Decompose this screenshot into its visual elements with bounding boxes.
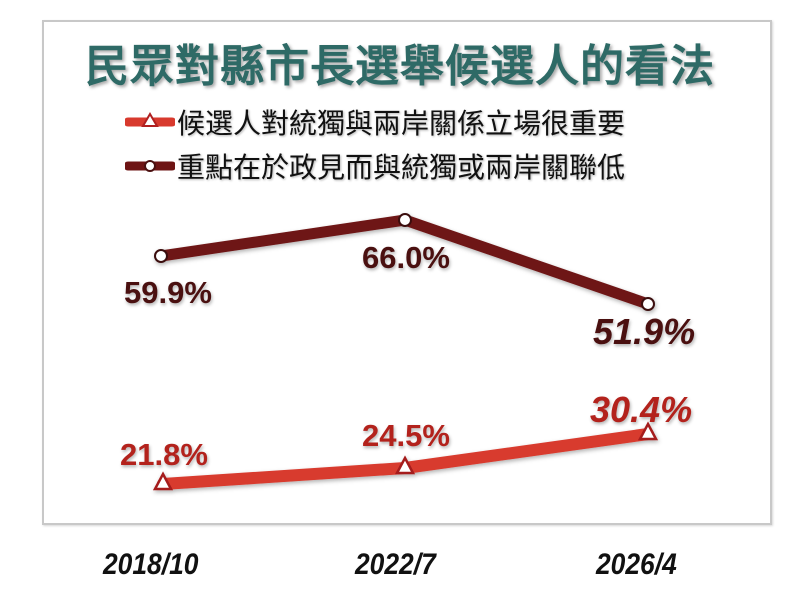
triangle-icon bbox=[152, 471, 174, 491]
data-label: 59.9% bbox=[124, 275, 212, 310]
circle-icon bbox=[398, 213, 412, 227]
legend-item-low-relevance: 重點在於政見而與統獨或兩岸關聯低 bbox=[123, 149, 626, 184]
legend-label: 候選人對統獨與兩岸關係立場很重要 bbox=[177, 107, 626, 140]
x-axis-label: 2018/10 bbox=[103, 548, 199, 581]
data-label: 21.8% bbox=[120, 437, 208, 472]
legend-label: 重點在於政見而與統獨或兩岸關聯低 bbox=[177, 151, 626, 184]
legend-swatch-red bbox=[123, 105, 177, 139]
data-label: 24.5% bbox=[362, 418, 450, 453]
series-line-low-relevance bbox=[154, 213, 655, 311]
legend-swatch-maroon bbox=[123, 149, 177, 183]
circle-icon bbox=[641, 297, 655, 311]
data-label: 30.4% bbox=[590, 389, 693, 430]
legend-item-important: 候選人對統獨與兩岸關係立場很重要 bbox=[123, 105, 626, 140]
chart-frame bbox=[42, 20, 772, 525]
triangle-icon bbox=[637, 421, 659, 441]
circle-icon bbox=[123, 160, 177, 172]
triangle-icon bbox=[394, 455, 416, 475]
x-axis-label: 2022/7 bbox=[355, 548, 436, 581]
triangle-icon bbox=[123, 112, 177, 127]
data-label: 66.0% bbox=[362, 240, 450, 275]
series-line-important bbox=[152, 421, 659, 491]
circle-icon bbox=[154, 249, 168, 263]
data-label: 51.9% bbox=[593, 311, 696, 352]
x-axis-label: 2026/4 bbox=[596, 548, 677, 581]
chart-title: 民眾對縣市長選舉候選人的看法 bbox=[85, 41, 715, 92]
